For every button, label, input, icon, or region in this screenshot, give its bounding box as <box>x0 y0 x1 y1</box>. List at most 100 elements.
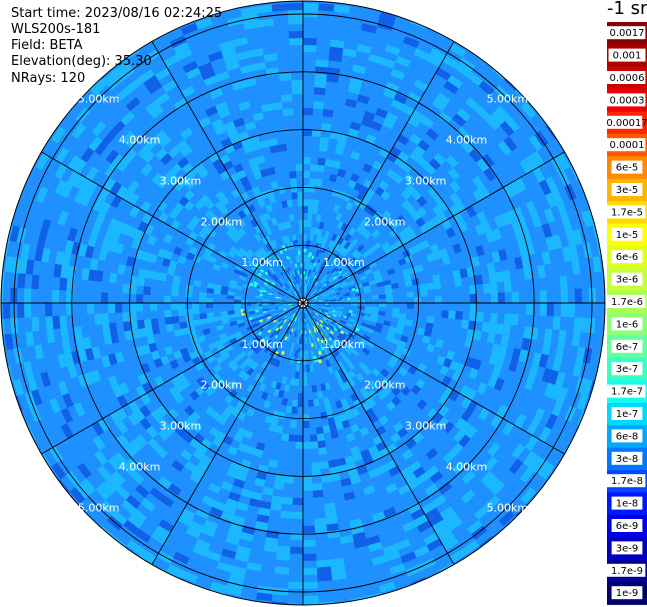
field-cell <box>364 268 373 275</box>
field-cell <box>362 347 371 356</box>
field-cell <box>366 327 374 334</box>
field-cell <box>125 494 141 509</box>
field-cell <box>460 140 474 154</box>
field-cell <box>154 67 171 81</box>
field-cell <box>127 514 144 529</box>
field-cell <box>172 275 181 284</box>
field-cell <box>445 350 456 361</box>
field-cell <box>246 562 262 572</box>
field-cell <box>179 347 189 357</box>
field-cell <box>60 182 74 199</box>
field-cell <box>184 200 195 212</box>
field-cell <box>322 307 330 310</box>
field-cell <box>344 372 353 381</box>
field-cell <box>523 326 532 339</box>
field-cell <box>296 336 300 344</box>
field-cell <box>448 390 460 402</box>
field-cell <box>120 223 132 236</box>
field-cell <box>78 243 88 257</box>
field-cell <box>307 255 311 263</box>
field-cell <box>315 59 329 68</box>
field-cell <box>103 177 116 192</box>
field-cell <box>398 257 407 266</box>
field-cell <box>432 204 444 216</box>
field-cell <box>60 407 74 424</box>
field-cell <box>110 195 123 209</box>
field-cell <box>341 366 349 375</box>
field-cell <box>442 536 459 551</box>
field-cell <box>204 350 213 359</box>
field-cell <box>200 381 211 392</box>
field-cell <box>393 350 402 359</box>
field-cell <box>250 317 259 323</box>
colorbar-label-box-21 <box>611 496 643 510</box>
field-cell <box>248 282 254 287</box>
field-cell <box>254 233 262 242</box>
field-cell <box>111 510 128 526</box>
field-cell <box>268 459 278 468</box>
field-cell <box>277 222 284 231</box>
field-cell <box>288 256 293 265</box>
field-cell <box>365 134 377 145</box>
field-cell <box>231 80 246 91</box>
field-cell <box>256 249 264 257</box>
field-cell <box>291 316 294 321</box>
field-cell <box>309 164 318 172</box>
field-cell <box>271 3 288 12</box>
field-cell <box>308 300 316 303</box>
field-cell <box>221 47 237 58</box>
field-cell <box>131 508 148 524</box>
field-cell <box>347 332 355 340</box>
field-cell <box>360 312 365 317</box>
field-cell <box>173 202 185 214</box>
field-cell <box>73 158 87 174</box>
field-cell <box>206 312 215 319</box>
field-cell <box>339 281 347 287</box>
field-cell <box>255 263 260 269</box>
field-cell <box>221 409 232 420</box>
field-cell <box>326 410 334 419</box>
field-cell <box>518 243 528 257</box>
field-cell <box>326 315 331 319</box>
field-cell <box>341 329 350 336</box>
field-cell <box>303 3 319 11</box>
field-cell <box>356 268 365 275</box>
field-cell <box>53 263 63 278</box>
field-cell <box>185 314 194 322</box>
field-cell <box>416 327 426 336</box>
field-cell <box>445 155 459 168</box>
field-cell <box>208 426 220 438</box>
field-cell <box>511 443 526 459</box>
field-cell <box>220 262 230 270</box>
field-cell <box>387 330 396 338</box>
field-cell <box>350 297 358 301</box>
field-cell <box>371 310 379 315</box>
field-cell <box>228 572 245 583</box>
field-cell <box>155 147 168 161</box>
range-label-5-2: 5.00km <box>78 501 120 514</box>
field-cell <box>491 365 502 378</box>
field-cell <box>91 421 105 436</box>
field-cell <box>344 455 355 465</box>
field-cell <box>528 364 539 379</box>
field-cell <box>257 331 263 336</box>
field-cell <box>130 238 141 250</box>
field-cell <box>308 305 315 309</box>
range-label-5-1: 5.00km <box>487 93 529 106</box>
field-cell <box>323 337 328 342</box>
field-cell <box>45 303 53 317</box>
field-cell <box>528 454 543 472</box>
colorbar-label-box-7 <box>611 183 643 196</box>
field-cell <box>134 528 152 543</box>
field-cell <box>502 324 511 336</box>
field-cell <box>360 218 369 228</box>
field-cell <box>64 352 75 367</box>
field-cell <box>328 311 336 316</box>
field-cell <box>269 331 276 339</box>
field-cell <box>154 525 171 539</box>
range-label-3-0: 3.00km <box>160 174 202 187</box>
field-cell <box>122 321 132 332</box>
colorbar-label-box-2 <box>605 71 646 84</box>
field-cell <box>329 307 337 311</box>
field-cell <box>281 350 285 355</box>
